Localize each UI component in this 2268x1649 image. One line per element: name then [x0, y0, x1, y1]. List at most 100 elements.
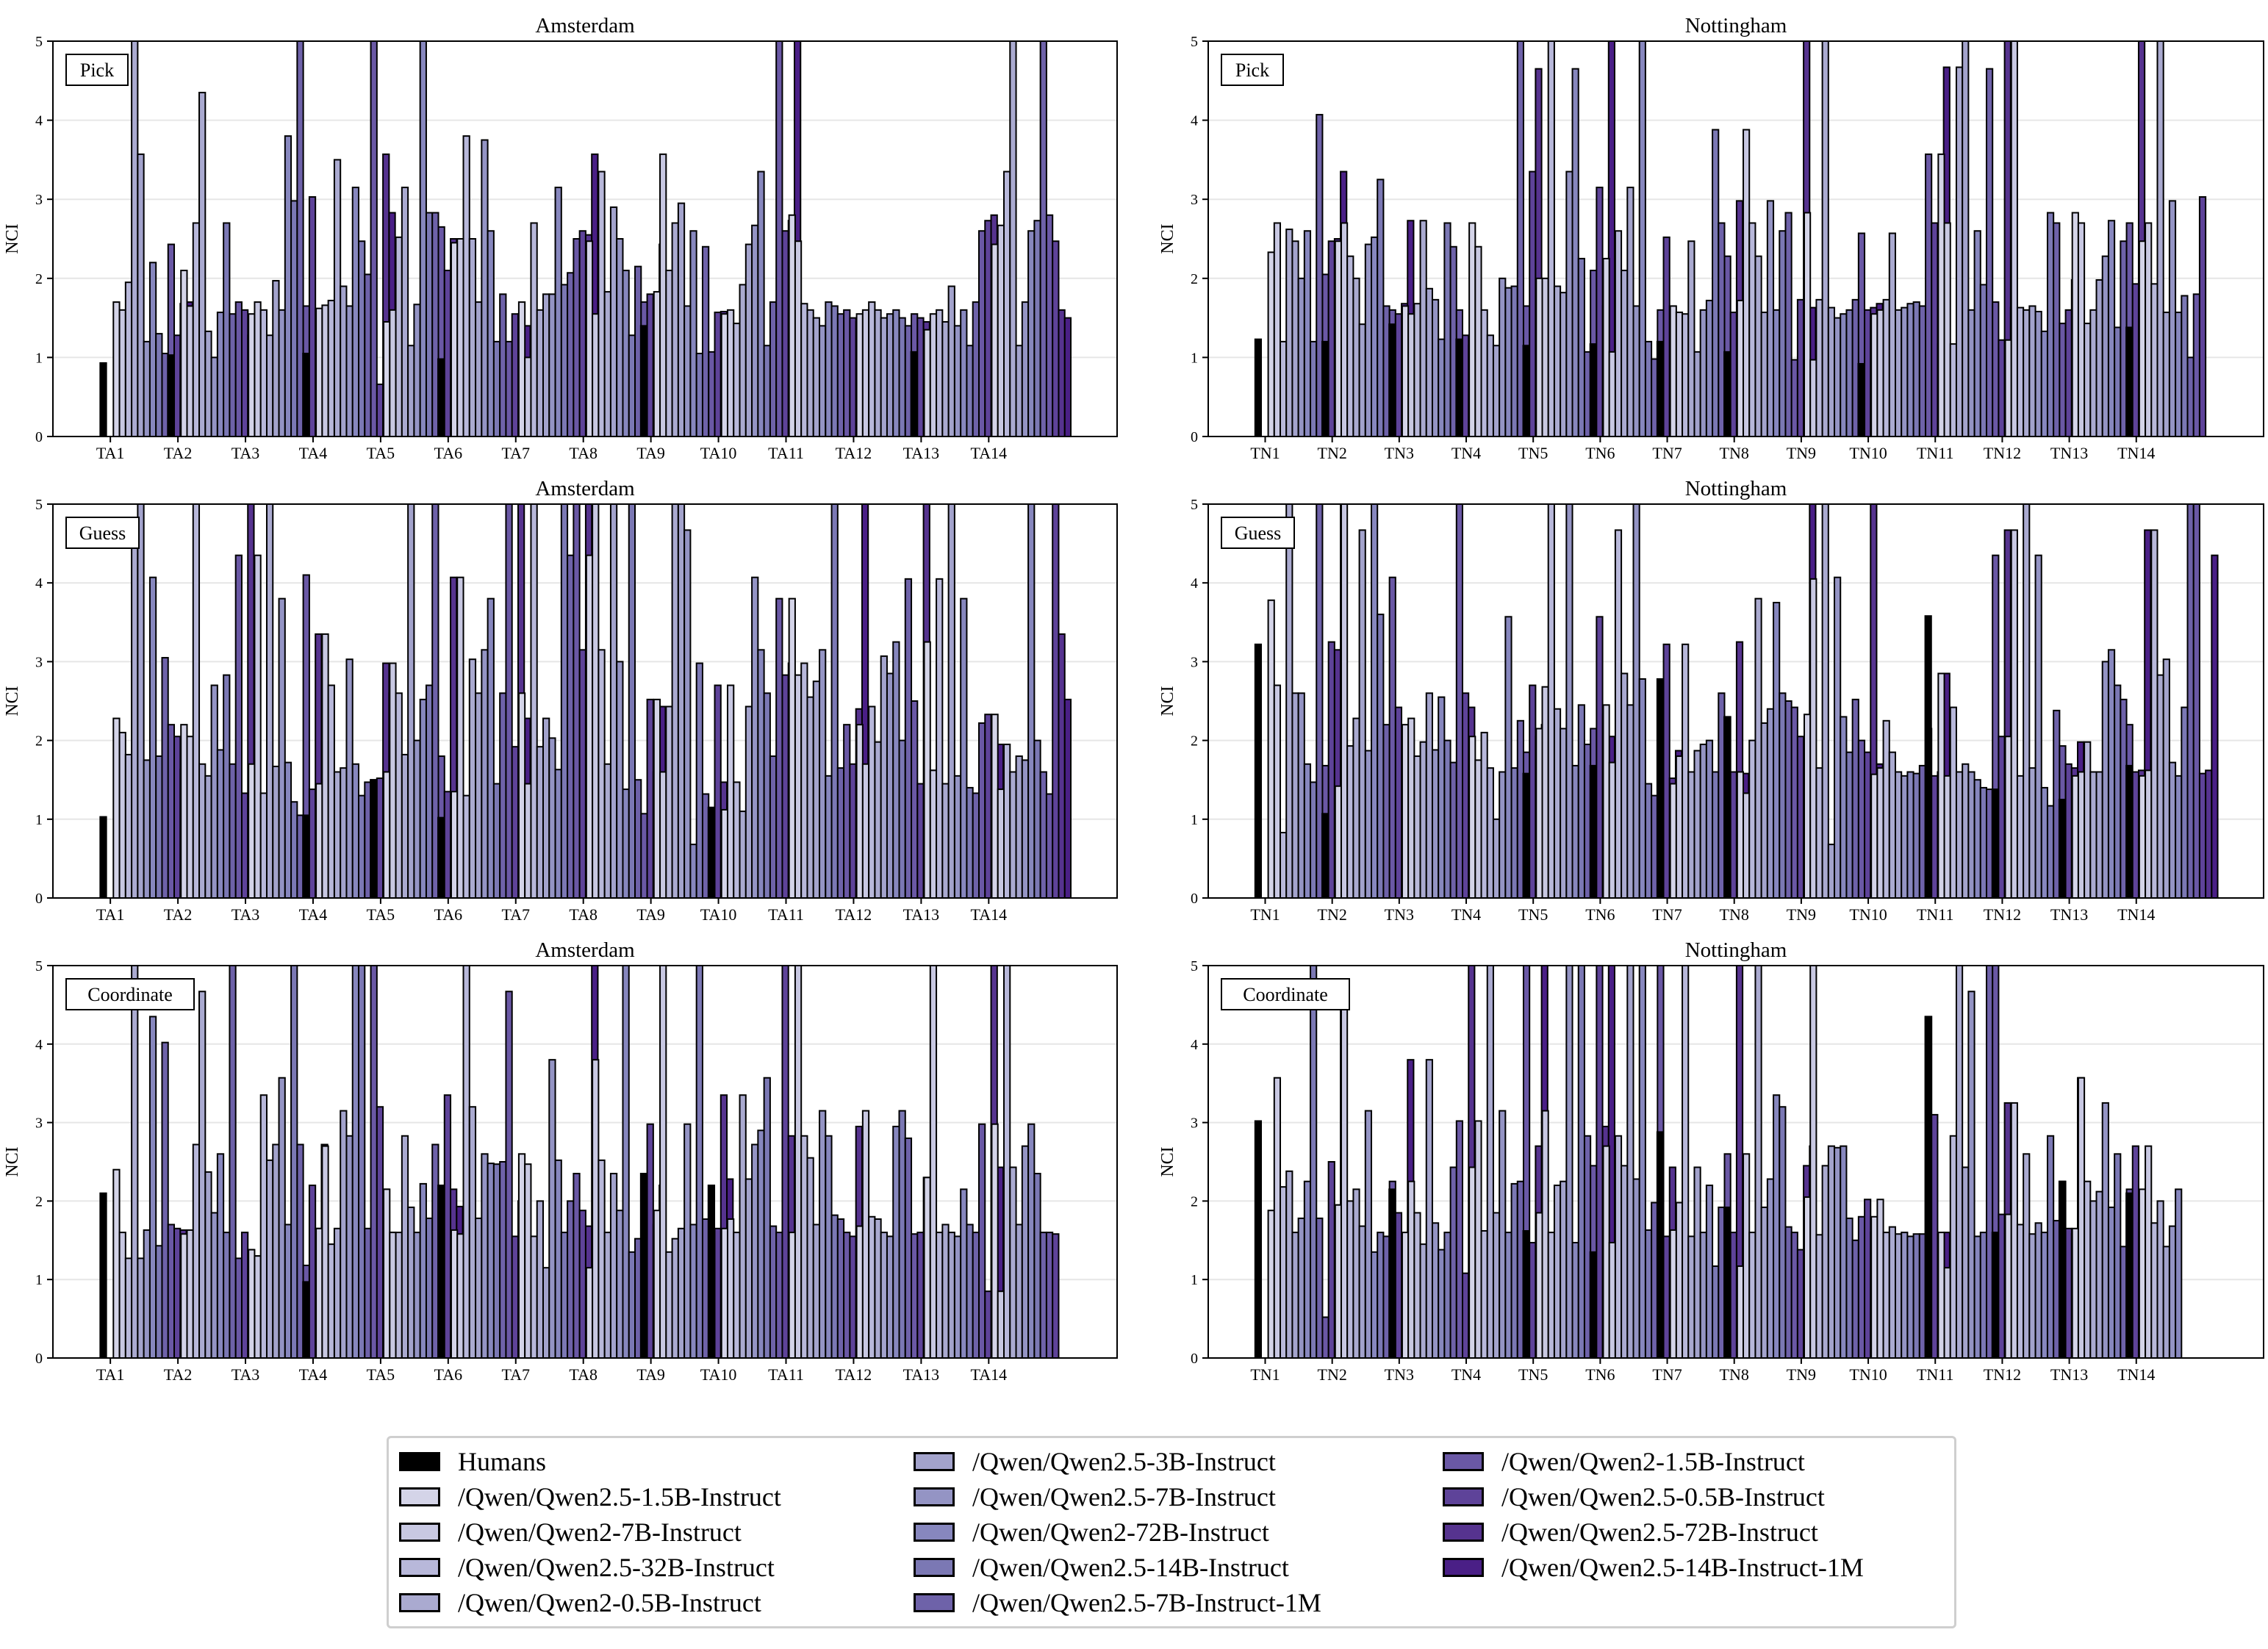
- bar-tn9-series-7: [1840, 313, 1848, 437]
- bar-tn3-series-10: [1455, 1120, 1464, 1359]
- x-tick-label: TA5: [367, 905, 395, 924]
- bar-ta8-series-3: [597, 170, 606, 437]
- bar-ta4-series-9: [364, 1227, 372, 1359]
- bar-tn11-series-5: [1962, 1166, 1970, 1359]
- bar-ta5-series-2: [389, 1232, 397, 1359]
- bar-ta13-series-1: [923, 641, 931, 899]
- bar-ta3-series-4: [265, 503, 274, 899]
- bar-tn3-series-2: [1407, 1180, 1415, 1359]
- bar-ta11-series-10: [843, 309, 851, 437]
- bar-ta14-series-13: [1063, 698, 1072, 899]
- bar-ta10-series-11: [781, 230, 789, 437]
- bar-tn2-series-6: [1364, 750, 1373, 899]
- bar-tn1-series-1: [1267, 251, 1275, 437]
- bar-ta13-series-2: [929, 769, 938, 899]
- bar-tn11-series-11: [1998, 1213, 2006, 1359]
- bar-ta8-series-5: [609, 206, 618, 437]
- bar-ta5-series-1: [383, 1188, 391, 1359]
- bar-tn3-series-4: [1419, 1243, 1427, 1359]
- bar-tn7-series-11: [1729, 1232, 1737, 1359]
- bar-tn6-series-7: [1638, 40, 1646, 437]
- bar-tn4-series-11: [1529, 684, 1537, 899]
- bar-ta14-series-4: [1009, 1166, 1017, 1359]
- bar-ta12-series-4: [874, 1218, 882, 1359]
- x-tick-label: TA8: [569, 444, 597, 462]
- y-tick-label: 5: [35, 497, 43, 513]
- bar-tn4-series-5: [1492, 345, 1501, 438]
- bar-tn5-series-6: [1565, 170, 1573, 437]
- bar-tn11-series-4: [1955, 66, 1964, 438]
- bar-ta13-series-9: [972, 1232, 980, 1359]
- bar-tn14-series-0: [2125, 1192, 2134, 1359]
- bar-ta8-series-11: [646, 293, 654, 437]
- bar-ta11-series-8: [830, 305, 839, 437]
- bar-ta11-series-11: [849, 1235, 857, 1359]
- bar-tn13-series-1: [2071, 1227, 2079, 1359]
- bar-ta1-series-4: [131, 40, 139, 437]
- bar-tn5-series-8: [1577, 965, 1585, 1359]
- bar-ta12-series-3: [868, 301, 876, 437]
- bar-tn4-series-11: [1529, 1242, 1537, 1359]
- bar-ta13-series-7: [960, 309, 968, 437]
- bar-ta1-series-5: [137, 1257, 145, 1359]
- bar-tn7-series-6: [1699, 309, 1707, 437]
- bar-ta6-series-10: [505, 991, 513, 1359]
- bar-tn3-series-5: [1425, 287, 1433, 437]
- bar-tn9-series-7: [1840, 1145, 1848, 1359]
- bar-tn13-series-7: [2107, 649, 2116, 899]
- bar-tn11-series-2: [1943, 775, 1951, 899]
- bar-ta12-series-11: [916, 317, 925, 437]
- bar-tn5-series-7: [1571, 1242, 1579, 1359]
- bar-tn3-series-5: [1425, 692, 1433, 899]
- y-tick-label: 3: [35, 1116, 43, 1132]
- bar-tn14-series-4: [2156, 40, 2164, 437]
- bar-tn12-series-11: [2064, 763, 2073, 899]
- bar-tn8-series-7: [1773, 1094, 1781, 1359]
- bar-ta7-series-3: [530, 1235, 538, 1359]
- bar-ta5-series-2: [389, 662, 397, 899]
- bar-ta9-series-9: [701, 245, 710, 437]
- bar-tn14-series-0: [2125, 326, 2134, 437]
- bar-ta13-series-9: [972, 792, 980, 899]
- bar-tn12-series-2: [2010, 1102, 2018, 1359]
- y-tick-label: 2: [35, 1193, 43, 1210]
- bar-ta14-series-7: [1027, 503, 1036, 899]
- y-tick-label: 5: [1191, 958, 1198, 974]
- bar-tn4-series-1: [1468, 1166, 1476, 1359]
- bar-tn7-series-1: [1669, 1229, 1677, 1359]
- bar-tn11-series-11: [1998, 736, 2006, 899]
- bar-ta8-series-4: [603, 763, 611, 899]
- bar-tn9-series-10: [1857, 1215, 1866, 1359]
- bar-tn10-series-4: [1888, 751, 1896, 899]
- bar-ta14-series-8: [1033, 739, 1041, 899]
- bar-ta2-series-8: [223, 222, 231, 437]
- bar-ta14-series-1: [991, 243, 999, 437]
- bar-ta8-series-5: [609, 503, 618, 899]
- legend-label: /Qwen/Qwen2.5-32B-Instruct: [458, 1553, 775, 1582]
- bar-ta2-series-5: [204, 775, 212, 899]
- bar-ta5-series-6: [413, 739, 421, 899]
- bar-tn4-series-2: [1474, 1120, 1482, 1359]
- bar-ta13-series-9: [972, 301, 980, 437]
- bar-tn2-series-2: [1340, 991, 1349, 1359]
- legend-swatch: [914, 1452, 955, 1471]
- bar-tn9-series-1: [1803, 714, 1812, 899]
- bar-tn14-series-3: [2150, 529, 2158, 899]
- bar-ta3-series-11: [308, 788, 317, 899]
- bar-tn8-series-8: [1779, 230, 1787, 437]
- bar-tn8-series-3: [1748, 222, 1756, 437]
- legend-item: /Qwen/Qwen2.5-7B-Instruct-1M: [914, 1585, 1443, 1620]
- bar-tn14-series-11: [2198, 772, 2207, 899]
- bar-tn10-series-3: [1882, 298, 1890, 437]
- bar-ta11-series-4: [806, 1157, 814, 1359]
- bar-tn8-series-8: [1779, 692, 1787, 899]
- bar-tn8-series-5: [1760, 1206, 1768, 1359]
- bar-ta8-series-8: [628, 1251, 636, 1359]
- x-tick-label: TA1: [96, 905, 125, 924]
- bar-ta7-series-9: [567, 554, 575, 899]
- bar-ta11-series-10: [843, 724, 851, 899]
- bar-ta7-series-6: [548, 293, 556, 437]
- bar-ta6-series-0: [437, 816, 445, 899]
- bar-ta1-series-11: [173, 736, 182, 899]
- bar-tn9-series-9: [1851, 1239, 1859, 1359]
